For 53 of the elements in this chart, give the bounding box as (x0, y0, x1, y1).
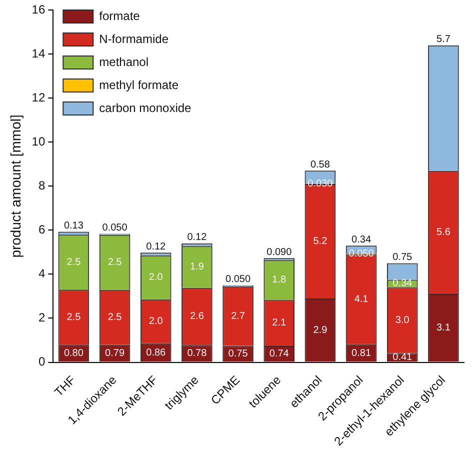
data-label: 5.7 (436, 34, 451, 46)
data-label: 2.0 (148, 272, 164, 284)
data-label: 0.050 (348, 248, 374, 260)
data-label: 0.34 (392, 278, 413, 290)
y-tick-label: 0 (38, 354, 46, 369)
data-label: 0.12 (187, 232, 208, 244)
y-tick-label: 14 (32, 46, 46, 61)
data-label: 1.9 (190, 262, 204, 273)
y-tick-label: 8 (38, 178, 46, 193)
data-label: 2.1 (272, 318, 287, 329)
data-label: 0.58 (310, 159, 330, 170)
data-label: 0.81 (352, 348, 372, 359)
data-label: 1.8 (272, 274, 287, 286)
data-label: 0.74 (269, 348, 290, 360)
legend-label: methyl formate (99, 78, 179, 92)
y-tick-label: 2 (38, 310, 46, 325)
data-label: 0.050 (226, 274, 251, 285)
data-label: 3.1 (436, 322, 451, 334)
data-label: 2.5 (108, 312, 122, 324)
legend-label: carbon monoxide (99, 100, 192, 115)
data-label: 0.41 (392, 352, 413, 364)
data-label: 0.12 (146, 241, 166, 252)
y-tick-label: 6 (38, 222, 46, 237)
data-label: 0.78 (187, 348, 208, 360)
data-label: 4.1 (354, 294, 369, 306)
data-label: 2.7 (231, 310, 246, 322)
y-tick-label: 10 (32, 134, 46, 149)
data-label: 0.13 (64, 220, 84, 232)
data-label: 2.6 (190, 311, 204, 322)
y-axis-title: product amount [mmol] (7, 114, 24, 258)
data-label: 3.0 (395, 314, 410, 326)
y-tick-label: 12 (32, 90, 46, 105)
data-label: 0.090 (266, 246, 292, 258)
data-label: 0.79 (105, 348, 125, 360)
data-label: 2.5 (108, 257, 122, 268)
data-label: 0.75 (392, 252, 413, 263)
data-label: 0.75 (228, 348, 248, 360)
data-label: 2.5 (66, 256, 82, 268)
data-label: 2.9 (313, 324, 328, 336)
legend-label: methanol (99, 54, 149, 69)
data-label: 0.050 (102, 222, 128, 234)
data-label: 5.2 (313, 236, 328, 247)
y-tick-label: 4 (38, 266, 46, 281)
data-label: 0.34 (352, 234, 372, 246)
data-label: 5.6 (436, 227, 451, 238)
data-label: 2.5 (66, 312, 82, 323)
y-tick-label: 16 (32, 2, 46, 17)
data-label: 0.80 (64, 348, 84, 359)
legend-label: formate (99, 8, 140, 23)
legend-label: N-formamide (99, 32, 169, 46)
data-label: 2.0 (148, 316, 164, 328)
data-label: 0.030 (308, 178, 334, 190)
data-label: 0.86 (146, 347, 166, 358)
